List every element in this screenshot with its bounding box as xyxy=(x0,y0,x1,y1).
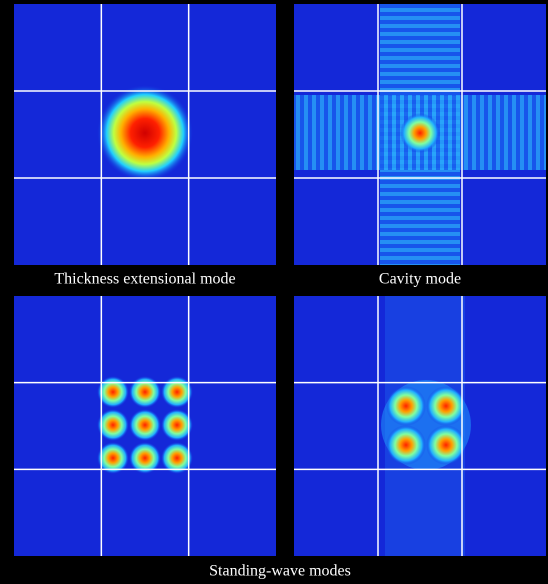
spot xyxy=(97,409,129,441)
spot xyxy=(97,442,129,474)
spot xyxy=(97,376,129,408)
caption: Thickness extensional mode xyxy=(54,271,235,288)
spot xyxy=(161,409,193,441)
panel-cavity xyxy=(294,4,546,265)
caption: Standing-wave modes xyxy=(209,563,351,580)
spot xyxy=(129,409,161,441)
spot xyxy=(161,376,193,408)
spot xyxy=(129,376,161,408)
spot xyxy=(161,442,193,474)
spot xyxy=(129,442,161,474)
panel-standing-1 xyxy=(14,296,276,556)
panel-standing-2 xyxy=(294,296,546,556)
caption: Cavity mode xyxy=(379,271,461,288)
panel-te xyxy=(14,4,276,265)
